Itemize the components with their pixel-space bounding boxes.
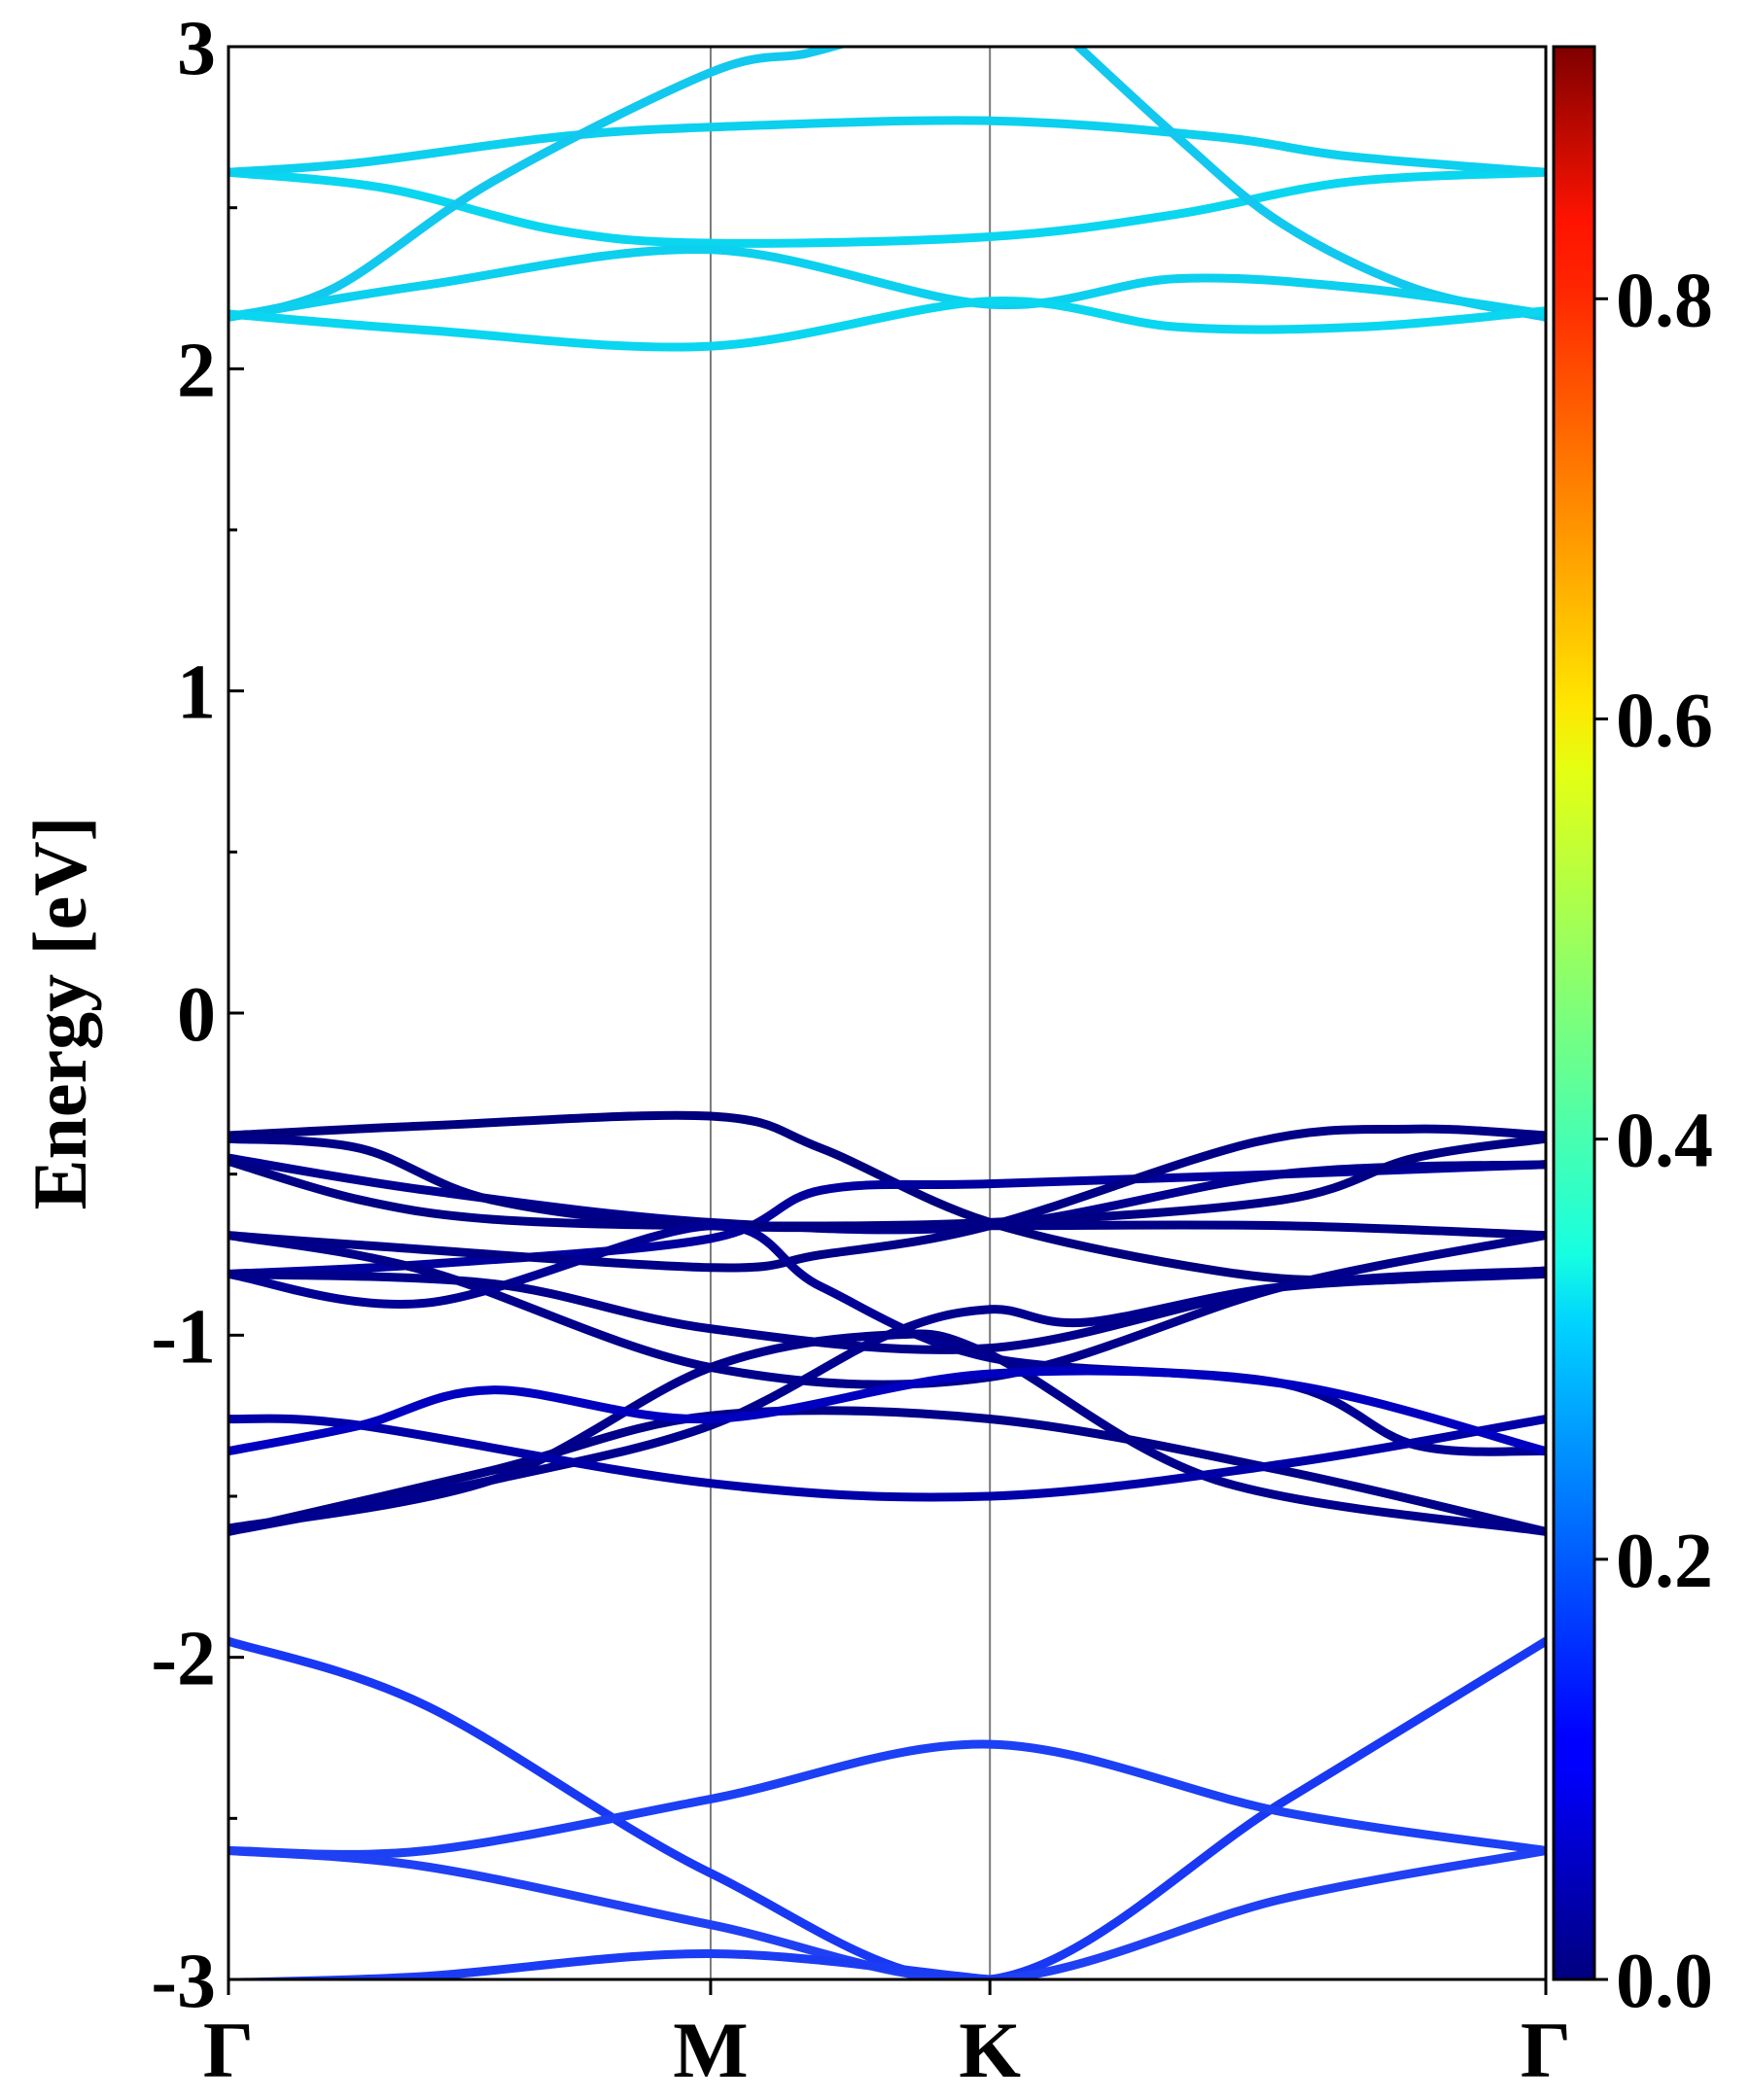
band-line-5 [228,244,1546,322]
band-line-18 [228,1269,1546,1536]
band-line-6 [228,296,1546,352]
y-tick-label-1: -2 [151,1617,216,1702]
band-line-21 [228,1636,1546,1979]
band-line-7 [228,1110,1546,1285]
k-point-label-3: Γ [1521,2006,1571,2094]
colorbar-tick-label-0: 0.0 [1616,1939,1713,2024]
band-lines [228,47,1546,1979]
y-tick-label-4: 1 [177,650,216,736]
colorbar-tick-label-4: 0.8 [1616,258,1713,343]
band-line-14 [228,1221,1546,1456]
band-line-24 [228,1948,1048,1979]
k-point-label-2: K [959,2006,1021,2094]
y-axis-ticks: -3 -2 -1 0 1 2 3 [151,6,244,2024]
colorbar-ticks: 0.0 0.2 0.4 0.6 0.8 [1594,258,1713,2024]
band-line-2 [228,116,1546,177]
y-axis-title: Energy [eV] [18,816,102,1209]
plot-frame [227,45,1548,1981]
band-line-20 [228,1366,1546,1456]
y-tick-label-0: -3 [151,1939,216,2024]
y-tick-label-2: -1 [151,1294,216,1380]
y-tick-label-6: 3 [177,6,216,91]
k-point-label-0: Γ [203,2006,254,2094]
k-point-label-1: M [673,2006,748,2094]
colorbar [1552,45,1596,1981]
colorbar-tick-label-1: 0.2 [1616,1519,1713,1604]
colorbar-tick-label-2: 0.4 [1616,1099,1713,1184]
y-tick-label-3: 0 [177,972,216,1058]
band-line-11 [228,1134,1546,1231]
high-symmetry-gridlines [709,47,992,1979]
band-line-12 [228,1124,1546,1273]
colorbar-tick-label-3: 0.6 [1616,678,1713,763]
band-line-1 [228,167,1546,248]
band-line-22 [228,1739,1546,1859]
band-line-9 [228,1153,1546,1235]
y-tick-label-5: 2 [177,328,216,413]
band-line-3 [228,47,849,322]
band-line-13 [228,1231,1546,1389]
band-line-16 [228,1406,1546,1536]
